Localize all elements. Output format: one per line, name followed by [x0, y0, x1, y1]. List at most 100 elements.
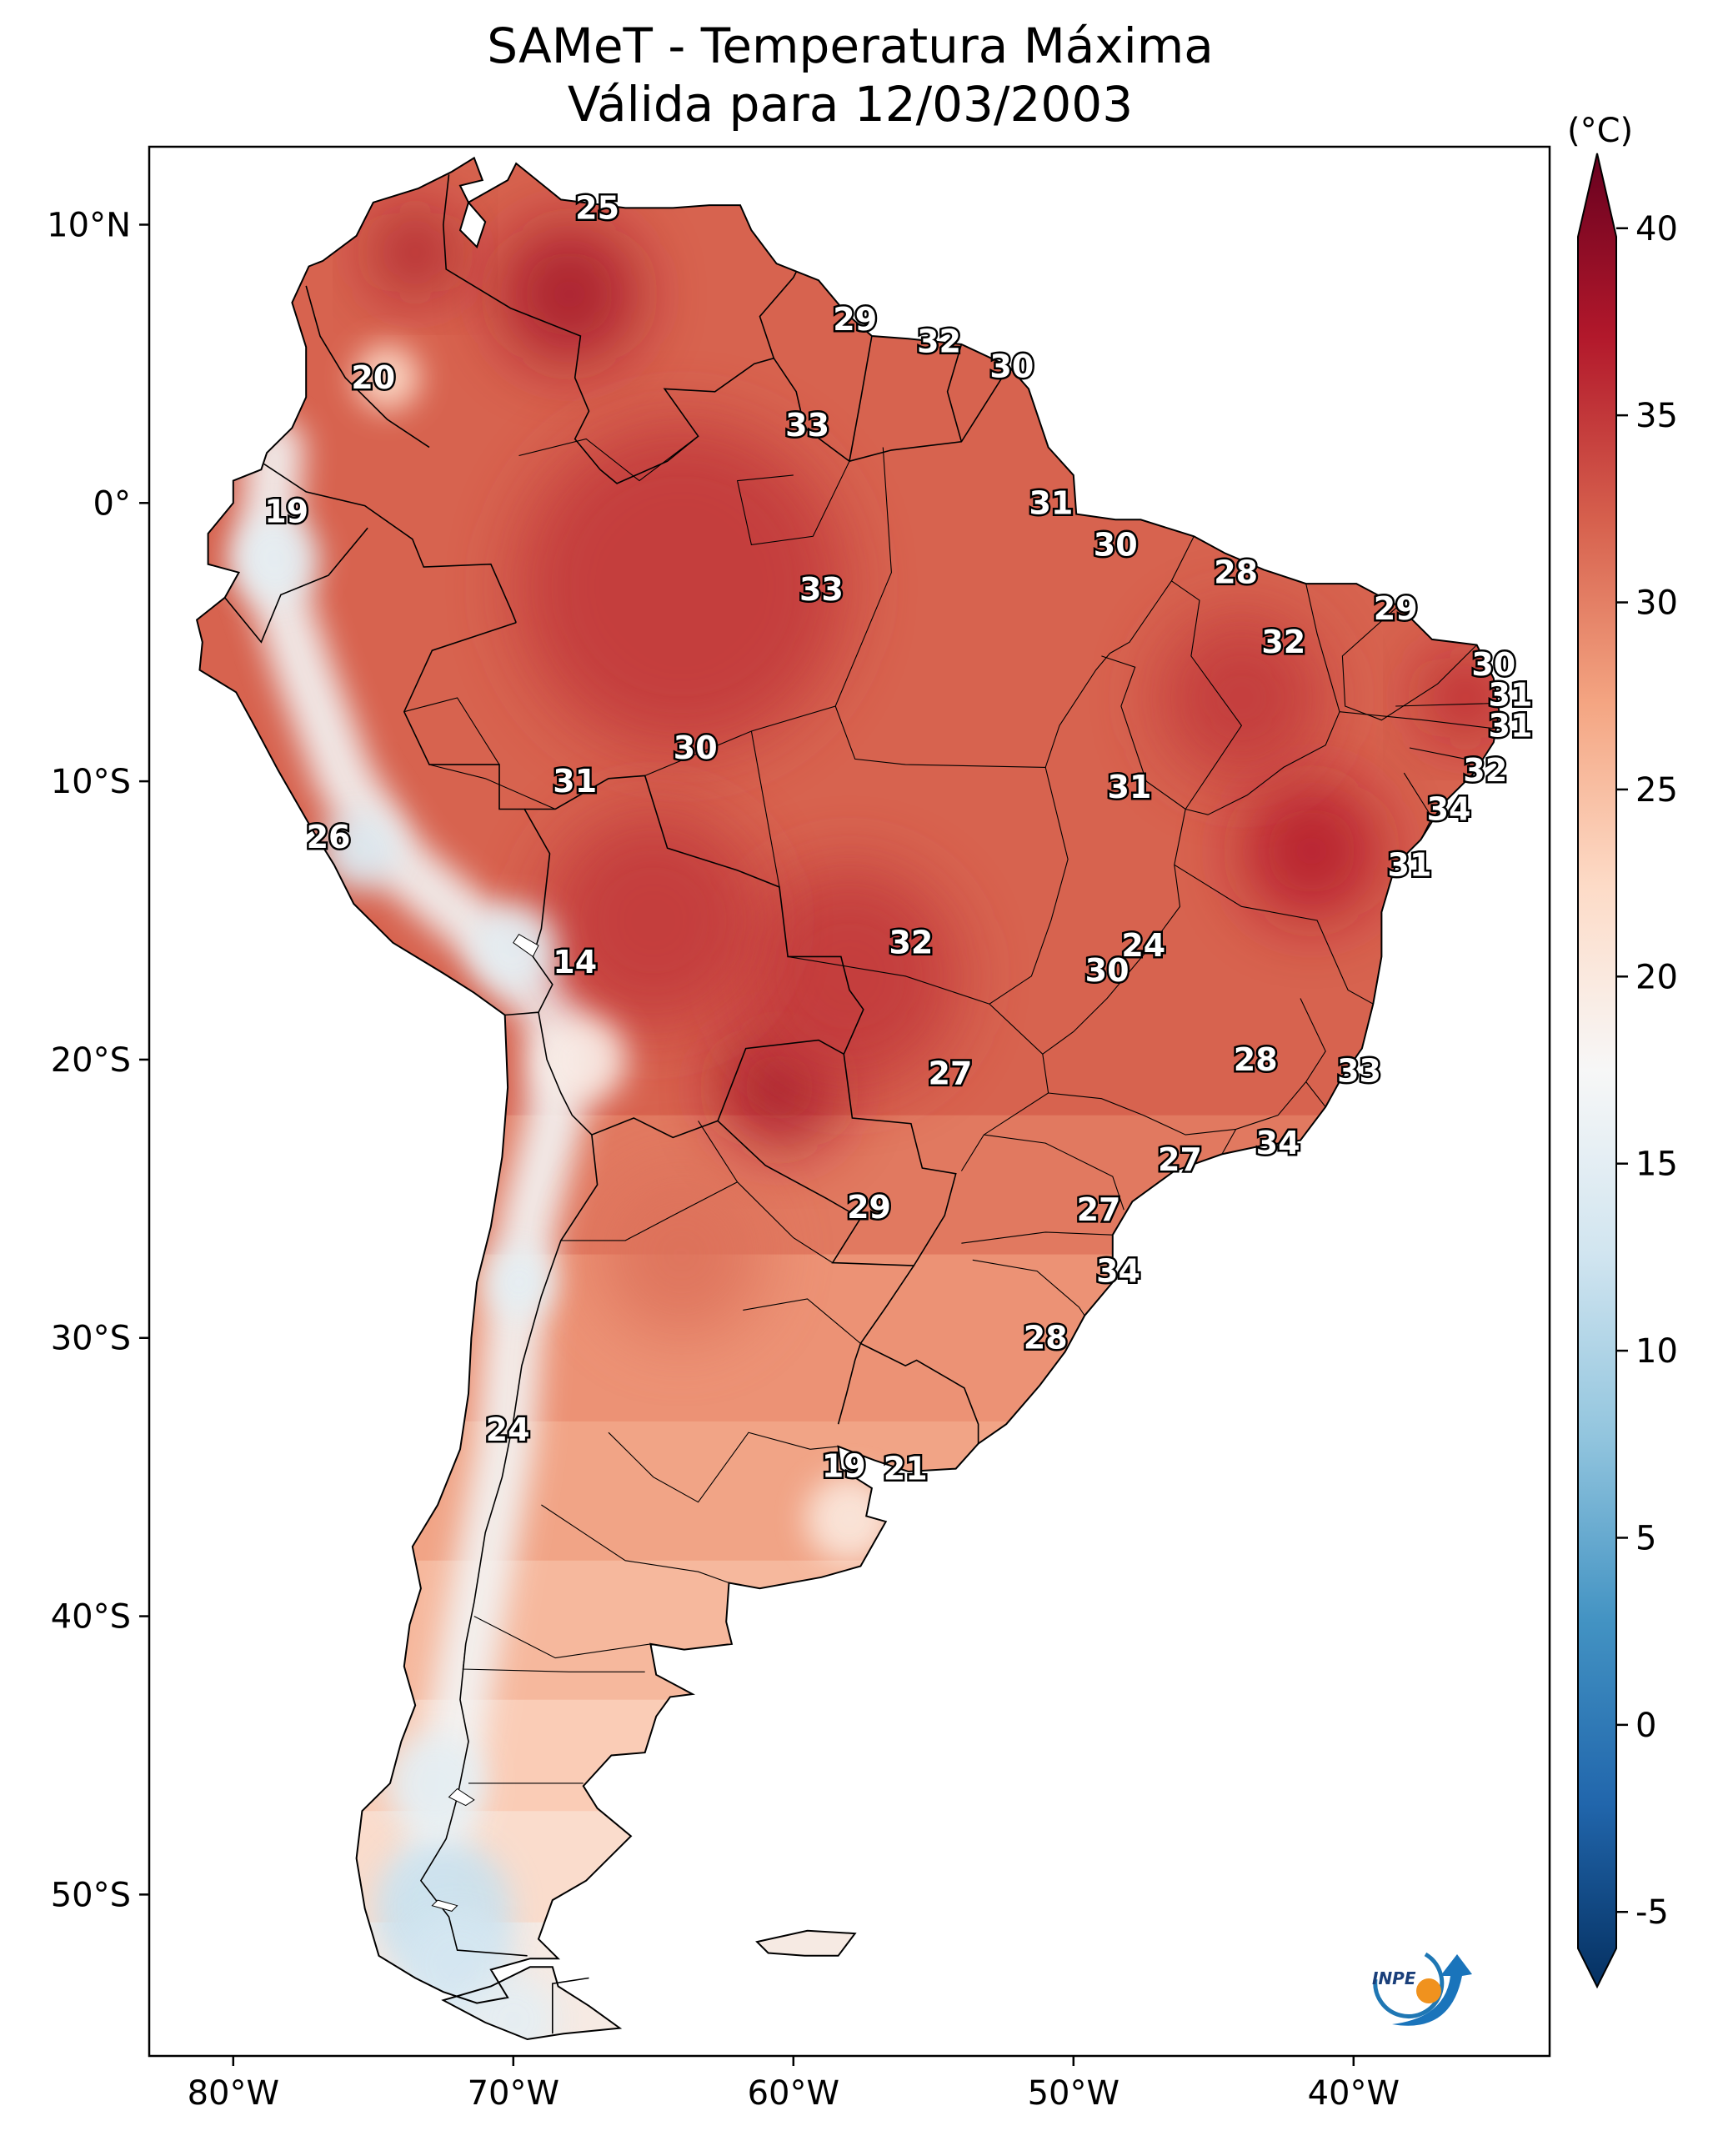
colorbar-bar [1577, 153, 1617, 1989]
contour-label: 26 [307, 819, 351, 855]
colorbar-tick-label: 20 [1635, 958, 1678, 996]
state-border [750, 730, 780, 888]
country-border [419, 1135, 599, 1957]
colorbar-tick-label: 40 [1635, 210, 1678, 248]
contour-label: 19 [264, 493, 308, 529]
state-border [984, 1134, 1124, 1211]
state-border [473, 1616, 651, 1659]
contour-label: 27 [1158, 1141, 1202, 1178]
contour-label: 30 [1085, 952, 1129, 989]
contour-label: 29 [847, 1189, 891, 1226]
contour-label: 34 [1256, 1125, 1300, 1161]
contour-label: 14 [553, 944, 597, 980]
contour-label: 32 [1261, 624, 1305, 660]
border-layer [195, 156, 1500, 2041]
cool-anomaly [469, 904, 558, 993]
contour-label: 29 [1374, 590, 1418, 627]
colorbar-tick-label: 5 [1635, 1519, 1656, 1557]
state-border [1185, 583, 1340, 815]
warm-anomaly [1159, 614, 1325, 780]
contour-label: 29 [833, 301, 877, 338]
contour-label: 34 [1427, 790, 1471, 827]
state-border [1171, 580, 1243, 810]
colorbar-tick-label: 35 [1635, 397, 1678, 435]
colorbar-unit: (°C) [1567, 112, 1633, 150]
country-border [442, 174, 601, 470]
colorbar-tick-label: 25 [1635, 771, 1678, 810]
state-border [1403, 772, 1433, 840]
contour-label: 31 [553, 763, 597, 800]
country-border [837, 1265, 914, 1425]
contour-label: 31 [1388, 846, 1432, 883]
colorbar-tick-label: -5 [1635, 1893, 1669, 1932]
contour-label: 24 [1121, 927, 1165, 964]
warm-anomaly [543, 810, 764, 1031]
lat-tick-label: 20°S [51, 1041, 131, 1080]
country-border [524, 775, 864, 1139]
colorbar: 40 35 30 25 20 15 10 5 0 -5 (°C) [1567, 112, 1678, 1989]
country-border [717, 1054, 957, 1266]
country-border [599, 271, 797, 484]
contour-label: 30 [674, 730, 718, 766]
contour-label: 31 [1489, 677, 1533, 714]
contour-label: 20 [351, 359, 395, 396]
state-border [1339, 711, 1494, 730]
contour-label: 32 [889, 925, 933, 961]
lat-tick-label: 0° [93, 484, 131, 523]
country-border [305, 285, 430, 449]
cool-anomaly [320, 812, 398, 890]
colorbar-tick-label: 30 [1635, 584, 1678, 623]
state-border [1174, 864, 1374, 1005]
warm-anomaly [1242, 782, 1380, 920]
logo-arrow-icon [1392, 1954, 1472, 2026]
state-border [1409, 747, 1475, 774]
colorbar-tick-label: 0 [1635, 1707, 1656, 1745]
map-title-line1: SAMeT - Temperatura Máxima [487, 18, 1214, 74]
coastline-falklands [755, 1929, 857, 1957]
state-border [961, 1231, 1113, 1244]
contour-label: 27 [929, 1055, 973, 1092]
country-border [263, 463, 517, 624]
state-border [736, 460, 850, 546]
map-plot-area [149, 147, 1550, 2056]
contour-label: 30 [1094, 526, 1138, 563]
lat-tick-label: 10°N [47, 206, 131, 244]
cool-anomaly [539, 1015, 628, 1104]
lake [513, 934, 539, 958]
state-border [1341, 605, 1477, 721]
state-border [541, 1504, 729, 1584]
state-border [1048, 1081, 1307, 1136]
country-border [224, 527, 368, 644]
lat-tick-label: 30°S [51, 1320, 131, 1358]
logo-sun-icon [1416, 1978, 1441, 2003]
colorbar-tick-label: 10 [1635, 1332, 1678, 1371]
logo-orbit-icon [1373, 1952, 1445, 2018]
lon-tick-label: 80°W [188, 2074, 279, 2113]
cool-anomaly [469, 1975, 558, 2039]
contour-label: 32 [1463, 752, 1507, 789]
warm-anomaly [599, 1171, 764, 1337]
state-border [1221, 1129, 1237, 1155]
contour-label: 28 [1024, 1320, 1068, 1356]
state-border [518, 435, 699, 482]
coastline-tierra-del-fuego [441, 1966, 623, 2041]
cool-anomaly [483, 1246, 555, 1318]
lake [431, 1899, 458, 1912]
state-border [698, 1121, 834, 1264]
country-border [860, 1342, 979, 1444]
state-border [428, 764, 556, 810]
state-border [1395, 703, 1494, 707]
state-border [743, 1298, 861, 1344]
state-border [608, 1431, 839, 1503]
coastline [195, 156, 1500, 2004]
contour-label: 30 [1471, 646, 1515, 683]
state-border [403, 697, 500, 765]
lon-tick-label: 50°W [1028, 2074, 1119, 2113]
contour-label: 34 [1096, 1253, 1140, 1290]
lon-tick-label: 70°W [468, 2074, 559, 2113]
lake [448, 1787, 475, 1807]
contour-label: 33 [785, 407, 829, 444]
contour-label: 28 [1214, 554, 1258, 591]
